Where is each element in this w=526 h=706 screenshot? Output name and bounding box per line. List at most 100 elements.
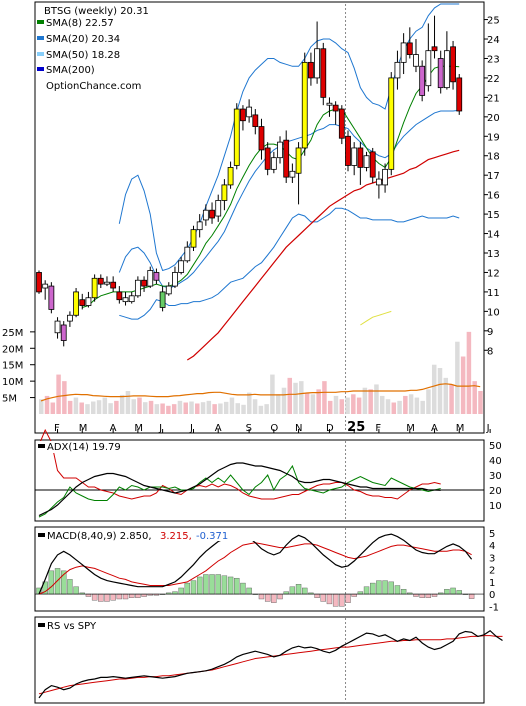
macd-label: MACD(8,40,9) 2.850,: [47, 531, 152, 542]
volume-bar: [131, 399, 136, 414]
candle-body: [221, 184, 228, 201]
candle-body: [116, 291, 123, 301]
adx-label-bg: [37, 441, 129, 453]
volume-ma-line: [40, 383, 481, 402]
price-tick-label: 21: [487, 93, 500, 104]
x-tick-label: F: [375, 423, 381, 434]
price-tick-label: 17: [487, 171, 500, 182]
price-tick-label: 25: [487, 16, 500, 27]
volume-bar: [39, 399, 44, 414]
candle-body: [159, 291, 166, 308]
macd-hist-bar: [234, 577, 240, 595]
macd-hist-bar: [456, 590, 462, 595]
macd-hist-bar: [431, 593, 438, 597]
macd-hist-bar: [128, 593, 135, 598]
volume-bar: [195, 403, 200, 414]
candle-body: [233, 108, 240, 166]
adx-tick-label: 20: [489, 486, 502, 497]
candle-body: [134, 279, 141, 297]
macd-hist-bar: [178, 587, 184, 595]
volume-bar: [148, 400, 154, 414]
volume-bar: [345, 397, 350, 414]
candle-body: [382, 168, 388, 186]
x-tick-label: M: [79, 423, 88, 434]
price-tick-label: 13: [487, 249, 500, 260]
candle-body: [419, 65, 426, 96]
volume-bar: [189, 401, 194, 414]
candle-body: [91, 277, 98, 299]
adx-tick-label: 30: [489, 471, 502, 482]
macd-hist-bar: [135, 593, 141, 598]
macd-tick-label: 0: [489, 590, 495, 601]
x-tick-label: M: [406, 423, 415, 434]
x-tick-label: O: [270, 423, 278, 434]
volume-bar: [385, 399, 391, 414]
volume-bar: [56, 374, 61, 414]
macd-hist-bar: [91, 593, 98, 601]
candle-body: [388, 77, 395, 170]
volume-bar: [310, 394, 316, 414]
volume-tick-label: 20M: [2, 344, 23, 355]
candle-body: [351, 147, 358, 166]
macd-hist-bar: [172, 591, 178, 595]
price-tick-label: 16: [487, 191, 500, 202]
macd-hist-bar: [283, 591, 289, 595]
macd-label-bg: [37, 529, 261, 541]
volume-bar: [322, 381, 327, 414]
price-tick-label: 12: [487, 268, 500, 279]
volume-bar: [206, 400, 212, 414]
price-tick-label: 19: [487, 132, 500, 143]
volume-bar: [218, 403, 223, 414]
candle-body: [184, 246, 191, 262]
adx-label: ADX(14) 19.79: [47, 442, 121, 453]
volume-bar: [119, 394, 125, 414]
legend-swatch-sma20: [37, 36, 44, 40]
volume-bar: [403, 395, 408, 414]
price-tick-label: 9: [487, 327, 493, 338]
x-tick-label: A: [110, 423, 117, 434]
macd-hist-bar: [277, 593, 283, 600]
candle-body: [295, 147, 302, 174]
volume-bar: [114, 400, 119, 414]
macd-hist-bar: [240, 582, 246, 595]
candle-body: [172, 272, 178, 287]
rs-ma-line: [38, 635, 503, 695]
x-tick-label: N: [295, 423, 302, 434]
volume-bar: [397, 400, 402, 414]
rs-plot: [38, 629, 503, 699]
macd-hist-bar: [203, 574, 209, 595]
macd-hist-bar: [444, 588, 450, 595]
volume-bar: [275, 394, 281, 414]
candle-body: [437, 58, 444, 89]
macd-hist-bar: [345, 593, 351, 603]
macd-hist-bar: [394, 585, 401, 595]
macd-hist-bar: [271, 593, 277, 603]
volume-bar: [85, 404, 90, 414]
volume-bar: [79, 402, 84, 414]
macd-hist-bar: [246, 587, 252, 595]
candle-body: [277, 141, 283, 159]
legend: SMA(8) 22.57 SMA(20) 20.34 SMA(50) 18.28…: [37, 18, 120, 76]
price-tick-label: 15: [487, 210, 500, 221]
x-tick-label: A: [215, 423, 222, 434]
x-tick-label: S: [246, 423, 252, 434]
adx-line: [38, 462, 441, 517]
x-tick-label: A: [431, 423, 438, 434]
macd-hist-bar: [116, 593, 123, 600]
macd-tick-label: 4: [489, 541, 495, 552]
candle-body: [110, 281, 117, 289]
macd-hist-bar: [98, 593, 104, 602]
volume-bar: [235, 403, 240, 414]
macd-hist-bar: [388, 581, 394, 595]
volume-tick-label: 5M: [2, 394, 17, 405]
candle-body: [246, 106, 253, 118]
volume-bar: [212, 404, 217, 414]
macd-tick-label: 5: [489, 529, 495, 540]
macd-hist-bar: [264, 593, 271, 602]
macd-hist-bar: [400, 588, 407, 595]
volume-bar: [431, 364, 437, 414]
volume-bar: [316, 389, 321, 414]
rs-panel-frame: [34, 616, 485, 704]
volume-bar: [252, 399, 258, 414]
